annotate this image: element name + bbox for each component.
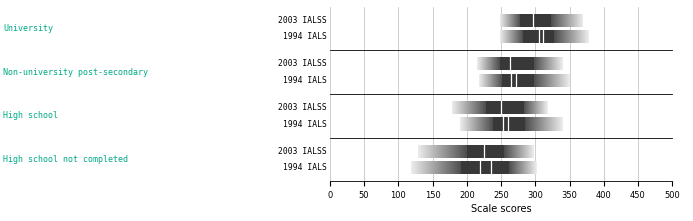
Text: 1994 IALS: 1994 IALS xyxy=(283,32,326,41)
X-axis label: Scale scores: Scale scores xyxy=(471,204,532,214)
Text: 1994 IALS: 1994 IALS xyxy=(283,120,326,129)
Bar xyxy=(523,30,554,43)
Bar xyxy=(502,74,534,87)
Bar xyxy=(486,101,524,114)
Bar xyxy=(500,57,534,70)
Text: High school not completed: High school not completed xyxy=(3,155,128,164)
Text: 2003 IALSS: 2003 IALSS xyxy=(278,16,326,25)
Text: University: University xyxy=(3,24,53,33)
Text: 1994 IALS: 1994 IALS xyxy=(283,76,326,85)
Bar xyxy=(520,14,551,27)
Text: High school: High school xyxy=(3,111,58,120)
Bar xyxy=(467,145,505,158)
Text: 2003 IALSS: 2003 IALSS xyxy=(278,103,326,112)
Text: Non-university post-secondary: Non-university post-secondary xyxy=(3,68,148,77)
Bar xyxy=(493,118,525,131)
Text: 2003 IALSS: 2003 IALSS xyxy=(278,147,326,156)
Text: 1994 IALS: 1994 IALS xyxy=(283,163,326,172)
Text: 2003 IALSS: 2003 IALSS xyxy=(278,59,326,68)
Bar xyxy=(462,161,509,174)
